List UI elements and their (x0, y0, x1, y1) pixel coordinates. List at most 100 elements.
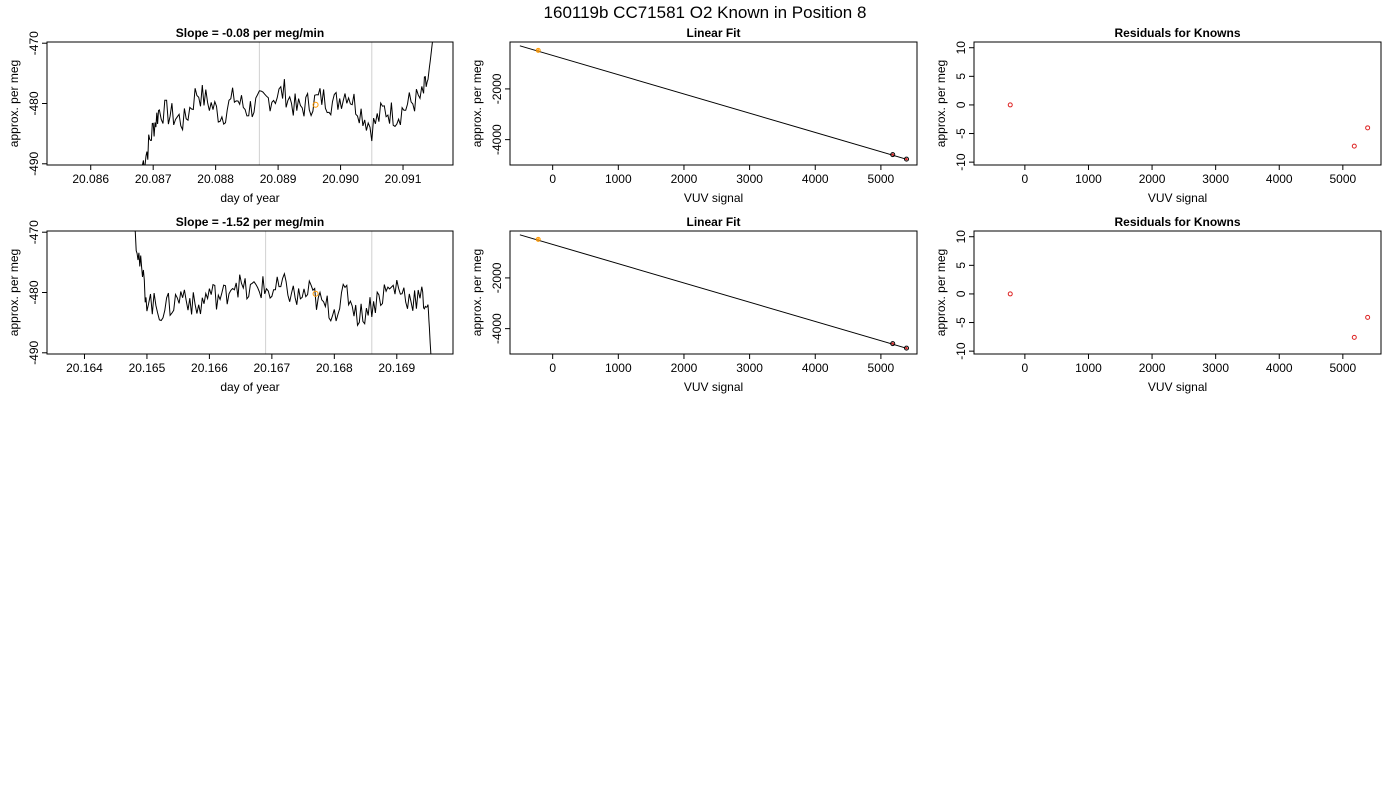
data-point-fill (905, 157, 908, 161)
panel-title: Linear Fit (686, 26, 740, 40)
y-tick-label: -5 (954, 317, 968, 328)
residual-point (1351, 143, 1357, 149)
plot-frame (509, 230, 918, 355)
x-tick-label: 2000 (671, 361, 698, 375)
panel-title: Residuals for Knowns (1114, 26, 1240, 40)
y-axis-label: approx. per meg (470, 60, 484, 147)
residual-point (1365, 125, 1371, 131)
data-point-fill (891, 153, 894, 156)
x-tick-label: 20.165 (129, 361, 166, 375)
data-point-fill (905, 346, 908, 350)
y-tick-label: -10 (954, 153, 968, 171)
x-tick-label: 1000 (1075, 172, 1102, 186)
fit-line (519, 234, 908, 349)
x-axis-label: VUV signal (1148, 380, 1207, 394)
x-tick-label: 1000 (1075, 361, 1102, 375)
plot-frame (46, 230, 454, 355)
x-tick-label: 20.164 (66, 361, 103, 375)
data-point (535, 236, 541, 242)
panel-title: Slope = -0.08 per meg/min (176, 26, 324, 40)
x-axis-label: VUV signal (1148, 191, 1207, 205)
x-tick-label: 4000 (802, 361, 829, 375)
y-tick-label: -2000 (490, 73, 504, 104)
x-tick-label: 20.088 (197, 172, 234, 186)
y-tick-label: 0 (954, 290, 968, 297)
plot-frame (509, 41, 918, 166)
residual-point (1007, 102, 1013, 108)
x-tick-label: 20.087 (135, 172, 172, 186)
y-tick-label: 10 (954, 41, 968, 55)
x-tick-label: 2000 (1139, 361, 1166, 375)
y-tick-label: -470 (27, 31, 41, 55)
x-tick-label: 20.091 (385, 172, 422, 186)
x-tick-label: 0 (1022, 361, 1029, 375)
x-tick-label: 3000 (1202, 361, 1229, 375)
data-trace-line (134, 231, 432, 354)
data-trace-line (141, 42, 433, 165)
data-point (890, 341, 896, 347)
x-axis-label: day of year (220, 380, 279, 394)
x-tick-label: 0 (549, 172, 556, 186)
chart-panel: Linear Fit 0 1000 2000 3000 4000 5000 VUV signa… (470, 215, 918, 394)
y-tick-label: -480 (27, 91, 41, 115)
plot-marks (134, 231, 432, 354)
x-tick-label: 0 (1022, 172, 1029, 186)
chart-panel: Slope = -1.52 per meg/min 20.164 20.165 20.… (7, 215, 454, 394)
y-tick-label: -4000 (490, 313, 504, 344)
plot-marks (519, 45, 909, 162)
x-tick-label: 20.167 (254, 361, 291, 375)
chart-panel: Slope = -0.08 per meg/min 20.086 20.087 20.… (7, 26, 454, 205)
y-axis-label: approx. per meg (934, 249, 948, 336)
residual-point (1351, 334, 1357, 340)
x-tick-label: 5000 (868, 172, 895, 186)
x-axis-label: VUV signal (684, 191, 743, 205)
chart-panel: Residuals for Knowns 0 1000 2000 3000 4000 500… (934, 215, 1382, 394)
x-tick-label: 5000 (1329, 172, 1356, 186)
y-tick-label: 10 (954, 230, 968, 244)
x-tick-label: 0 (549, 361, 556, 375)
y-axis-label: approx. per meg (7, 249, 21, 336)
x-tick-label: 3000 (736, 361, 763, 375)
panel-title: Linear Fit (686, 215, 740, 229)
panel-title: Slope = -1.52 per meg/min (176, 215, 324, 229)
residual-point (1007, 291, 1013, 297)
y-axis-label: approx. per meg (7, 60, 21, 147)
plot-marks (1007, 291, 1371, 340)
y-tick-label: 5 (954, 262, 968, 269)
x-tick-label: 4000 (1266, 361, 1293, 375)
highlight-point (312, 290, 319, 297)
plot-frame (973, 230, 1382, 355)
y-tick-label: -480 (27, 280, 41, 304)
y-tick-label: -490 (27, 340, 41, 364)
chart-panel: Residuals for Knowns 0 1000 2000 3000 4000 500… (934, 26, 1382, 205)
x-axis-label: day of year (220, 191, 279, 205)
data-point-fill (537, 49, 540, 52)
residual-point (1365, 314, 1371, 320)
x-axis-label: VUV signal (684, 380, 743, 394)
y-tick-label: -5 (954, 128, 968, 139)
chart-panel: Linear Fit 0 1000 2000 3000 4000 5000 VUV signa… (470, 26, 918, 205)
highlight-point (312, 101, 319, 108)
x-tick-label: 20.090 (322, 172, 359, 186)
data-point (890, 152, 896, 158)
x-tick-label: 20.168 (316, 361, 353, 375)
y-tick-label: 0 (954, 101, 968, 108)
x-tick-label: 2000 (1139, 172, 1166, 186)
x-tick-label: 3000 (1202, 172, 1229, 186)
plot-frame (46, 41, 454, 166)
x-tick-label: 20.089 (260, 172, 297, 186)
data-point (535, 47, 541, 53)
data-point-fill (891, 342, 894, 345)
x-tick-label: 20.166 (191, 361, 228, 375)
x-tick-label: 20.086 (72, 172, 109, 186)
page-title: 160119b CC71581 O2 Known in Position 8 (544, 3, 867, 22)
x-tick-label: 1000 (605, 172, 632, 186)
x-tick-label: 4000 (1266, 172, 1293, 186)
y-tick-label: -490 (27, 151, 41, 175)
x-tick-label: 3000 (736, 172, 763, 186)
data-point (903, 156, 909, 162)
fit-line (519, 45, 908, 160)
x-tick-label: 4000 (802, 172, 829, 186)
